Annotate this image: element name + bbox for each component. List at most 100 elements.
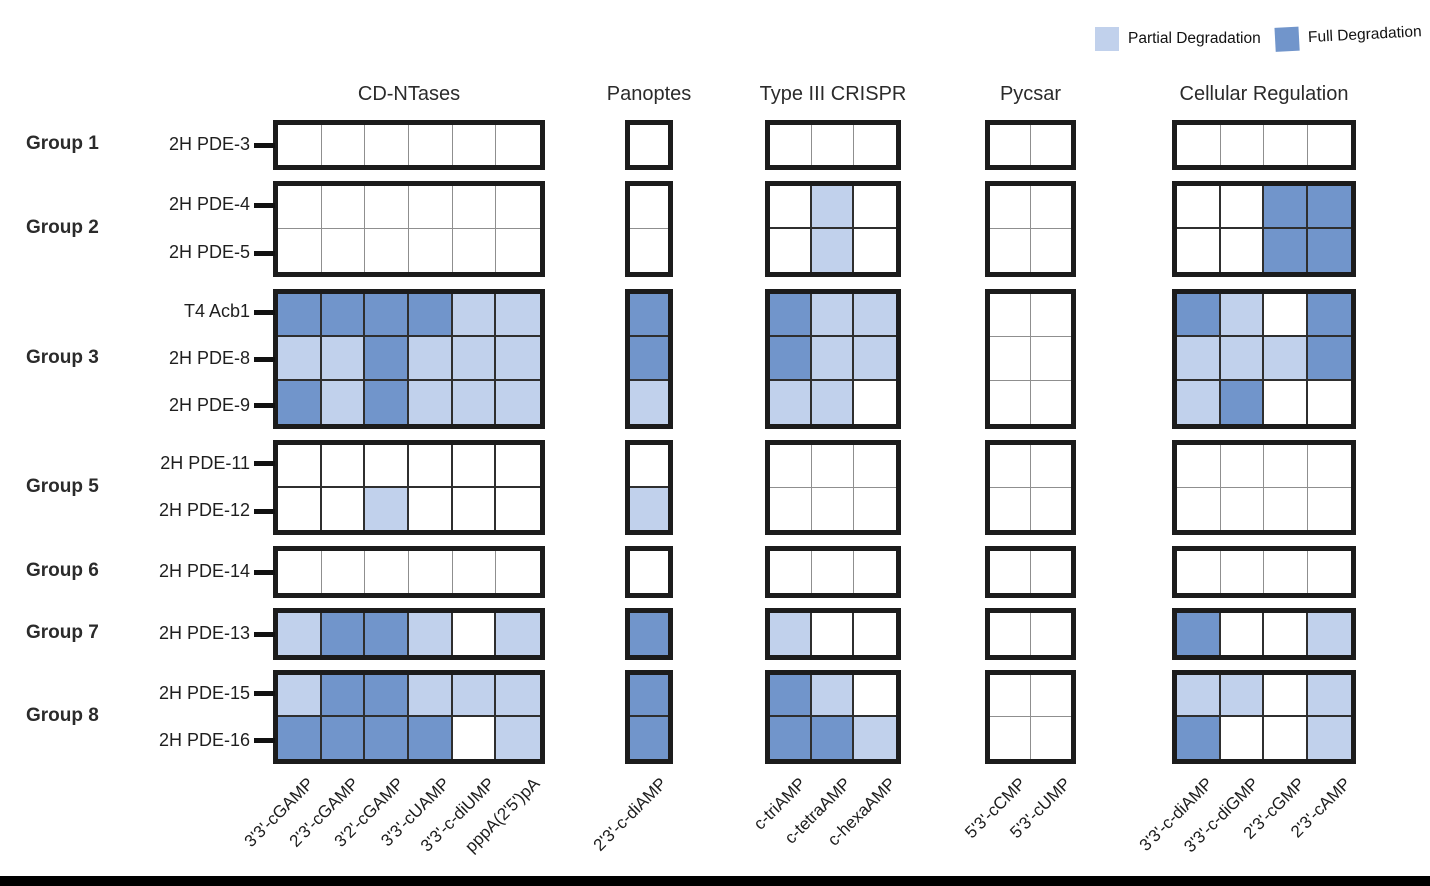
heatmap-cell [1307,551,1351,593]
heatmap-cell [770,125,812,165]
heatmap-cell [1264,337,1308,381]
heatmap-cell [278,613,322,655]
heatmap-block [765,670,901,764]
heatmap-block [625,120,673,170]
heatmap-cell [1264,229,1308,272]
heatmap-cell [1177,675,1221,717]
heatmap-block [985,546,1076,598]
heatmap-cell [990,551,1031,593]
heatmap-block [273,440,545,535]
heatmap-cell [770,380,812,425]
heatmap-block [765,440,901,535]
heatmap-cell [278,186,322,229]
heatmap-cell [321,229,366,272]
heatmap-cell [496,186,540,229]
heatmap-cell [990,186,1031,229]
heatmap-cell [1264,445,1308,488]
heatmap-cell [1177,337,1221,381]
heatmap-cell [496,380,540,425]
heatmap-cell [630,125,668,165]
heatmap-block [625,181,673,277]
heatmap-block [985,670,1076,764]
heatmap-cell [770,551,812,593]
heatmap-cell [1307,380,1351,425]
heatmap-cell [1177,380,1221,425]
heatmap-cell [854,380,896,425]
heatmap-cell [812,294,854,338]
heatmap-cell [812,337,854,381]
heatmap-cell [365,487,409,530]
heatmap-cell [321,125,366,165]
heatmap-cell [1030,186,1071,229]
heatmap-block [765,289,901,430]
heatmap-cell [409,445,453,488]
heatmap-cell [1307,445,1351,488]
heatmap-cell [365,294,409,338]
heatmap-cell [452,337,497,381]
heatmap-cell [321,294,366,338]
heatmap-cell [278,380,322,425]
column-group-title: Type III CRISPR [759,83,907,105]
column-group-title: Pycsar [999,83,1062,105]
heatmap-cell [452,613,497,655]
row-tick [254,569,275,575]
heatmap-cell [1220,337,1264,381]
heatmap-cell [990,717,1031,759]
heatmap-cell [1264,186,1308,229]
heatmap-cell [854,613,896,655]
heatmap-cell [1030,445,1071,488]
heatmap-cell [630,551,668,593]
heatmap-cell [496,487,540,530]
heatmap-cell [365,186,409,229]
heatmap-cell [496,445,540,488]
heatmap-cell [812,186,854,229]
heatmap-cell [365,229,409,272]
heatmap-cell [278,487,322,530]
heatmap-cell [1307,294,1351,338]
heatmap-cell [496,294,540,338]
heatmap-cell [409,186,453,229]
group-label: Group 8 [26,705,99,726]
heatmap-cell [496,551,540,593]
heatmap-block [625,440,673,535]
heatmap-cell [1307,125,1351,165]
heatmap-block [273,181,545,277]
heatmap-cell [409,294,453,338]
heatmap-cell [1177,186,1221,229]
row-label: 2H PDE-9 [168,394,250,415]
row-label: 2H PDE-3 [168,134,250,154]
row-label: 2H PDE-14 [158,561,250,581]
row-label: 2H PDE-15 [158,682,250,703]
heatmap-cell [1177,229,1221,272]
heatmap-block [1172,546,1356,598]
heatmap-cell [452,186,497,229]
row-tick [254,691,275,696]
heatmap-cell [990,294,1031,338]
heatmap-cell [812,717,854,759]
heatmap-block [1172,608,1356,660]
heatmap-cell [321,445,366,488]
heatmap-cell [321,186,366,229]
heatmap-cell [496,675,540,717]
row-tick [254,403,275,409]
heatmap-cell [990,125,1031,165]
heatmap-cell [365,675,409,717]
column-group-title: Panoptes [606,83,692,105]
heatmap-cell [990,229,1031,272]
heatmap-block [985,181,1076,277]
heatmap-cell [1220,675,1264,717]
heatmap-cell [1220,717,1264,759]
heatmap-cell [1220,445,1264,488]
legend-label-partial: Partial Degradation [1128,30,1261,47]
x-axis-label: 2'3'-c-diAMP [589,774,671,855]
heatmap-cell [496,613,540,655]
heatmap-cell [321,337,366,381]
heatmap-cell [1264,380,1308,425]
row-tick [254,202,275,208]
heatmap-cell [1264,125,1308,165]
heatmap-cell [365,337,409,381]
heatmap-cell [1030,229,1071,272]
heatmap-cell [630,229,668,272]
heatmap-cell [452,551,497,593]
heatmap-cell [452,675,497,717]
